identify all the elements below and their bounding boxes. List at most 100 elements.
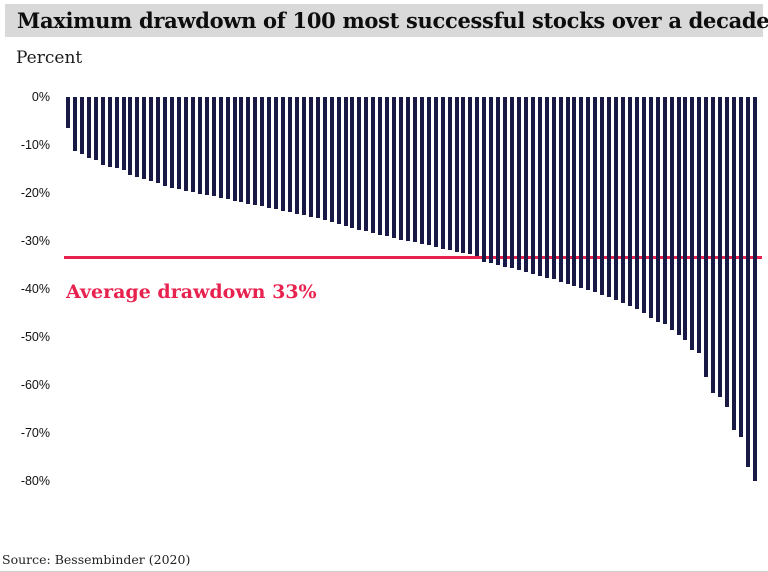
drawdown-bar	[156, 97, 161, 184]
drawdown-bar	[204, 97, 209, 195]
drawdown-bar	[461, 97, 466, 253]
y-tick-label: 0%	[31, 90, 50, 104]
drawdown-bar	[468, 97, 473, 255]
y-tick-label: -60%	[20, 378, 50, 392]
y-axis-unit-label: Percent	[16, 48, 83, 68]
drawdown-bar	[510, 97, 514, 269]
drawdown-bar	[745, 97, 750, 468]
drawdown-bar	[399, 97, 403, 240]
drawdown-bar	[537, 97, 542, 276]
drawdown-bar	[711, 97, 716, 394]
drawdown-bar	[107, 97, 112, 167]
drawdown-bar	[614, 97, 619, 300]
drawdown-bar	[142, 97, 147, 179]
y-tick-label: -50%	[20, 330, 50, 344]
drawdown-bar	[523, 97, 528, 273]
drawdown-bar	[600, 97, 605, 295]
drawdown-bar	[288, 97, 292, 213]
drawdown-bar	[530, 97, 535, 274]
y-tick-label: -80%	[20, 474, 50, 488]
drawdown-bar	[322, 97, 327, 220]
drawdown-bar	[662, 97, 667, 324]
drawdown-bar	[565, 97, 570, 284]
drawdown-bar	[579, 97, 584, 288]
drawdown-bar	[627, 97, 632, 306]
drawdown-bar	[641, 97, 646, 313]
drawdown-bar	[385, 97, 390, 237]
drawdown-bar	[260, 97, 265, 207]
drawdown-bar	[294, 97, 299, 214]
drawdown-bar	[211, 97, 216, 197]
drawdown-bar	[475, 97, 480, 257]
drawdown-bar	[544, 97, 549, 278]
drawdown-bar	[621, 97, 625, 303]
drawdown-bar	[357, 97, 362, 230]
drawdown-bar	[114, 97, 119, 168]
drawdown-bar	[371, 97, 376, 234]
drawdown-bar	[732, 97, 736, 431]
source-attribution: Source: Bessembinder (2020)	[2, 552, 191, 567]
y-tick-label: -20%	[20, 186, 50, 200]
drawdown-bar	[676, 97, 681, 336]
drawdown-bar	[239, 97, 244, 203]
drawdown-bar	[218, 97, 223, 198]
drawdown-bar	[197, 97, 202, 194]
average-drawdown-line	[64, 256, 762, 259]
drawdown-bar	[93, 97, 98, 160]
drawdown-bar	[683, 97, 688, 340]
chart-title-bar: Maximum drawdown of 100 most successful …	[5, 4, 768, 37]
drawdown-bar	[516, 97, 521, 271]
drawdown-bar	[350, 97, 355, 228]
y-tick-label: -10%	[20, 138, 50, 152]
drawdown-bar	[66, 97, 70, 129]
drawdown-bar	[419, 97, 424, 244]
drawdown-bar	[392, 97, 397, 238]
drawdown-bar	[648, 97, 653, 318]
drawdown-bar	[725, 97, 730, 408]
drawdown-bar	[281, 97, 286, 211]
drawdown-bar	[253, 97, 258, 205]
drawdown-bar	[690, 97, 695, 350]
y-axis: 0% -10% -20% -30% -40% -50% -60% -70% -80%	[0, 0, 50, 572]
y-tick-label: -40%	[20, 282, 50, 296]
drawdown-bar	[697, 97, 702, 353]
drawdown-bar	[246, 97, 251, 204]
average-drawdown-annotation: Average drawdown 33%	[66, 281, 317, 303]
drawdown-bar	[100, 97, 105, 166]
drawdown-bar	[163, 97, 168, 186]
drawdown-bar	[551, 97, 556, 280]
drawdown-bar	[315, 97, 320, 218]
drawdown-bar	[655, 97, 660, 323]
drawdown-bar	[128, 97, 133, 175]
drawdown-bar	[503, 97, 508, 267]
y-tick-label: -30%	[20, 234, 50, 248]
drawdown-bar	[170, 97, 175, 188]
drawdown-bar	[72, 97, 77, 152]
drawdown-bar	[149, 97, 154, 181]
drawdown-bar	[190, 97, 195, 192]
drawdown-bar	[489, 97, 494, 264]
drawdown-bar	[343, 97, 348, 226]
drawdown-bar	[301, 97, 306, 216]
drawdown-bar	[496, 97, 501, 265]
drawdown-bar	[267, 97, 272, 208]
drawdown-bar	[274, 97, 279, 210]
drawdown-bar	[752, 97, 757, 481]
drawdown-bar	[405, 97, 410, 241]
drawdown-bar	[718, 97, 723, 397]
drawdown-bar	[572, 97, 577, 286]
drawdown-bar	[586, 97, 591, 290]
drawdown-bar	[308, 97, 313, 217]
drawdown-bar	[329, 97, 334, 222]
drawdown-bar	[177, 97, 181, 190]
drawdown-bar	[447, 97, 452, 251]
drawdown-bar	[482, 97, 487, 262]
drawdown-bar	[135, 97, 140, 177]
drawdown-bar	[454, 97, 459, 252]
drawdown-bar	[232, 97, 237, 201]
drawdown-bar	[225, 97, 230, 200]
drawdown-bar	[593, 97, 598, 293]
drawdown-bar	[607, 97, 612, 298]
drawdown-bar	[121, 97, 126, 171]
drawdown-bar	[364, 97, 369, 232]
